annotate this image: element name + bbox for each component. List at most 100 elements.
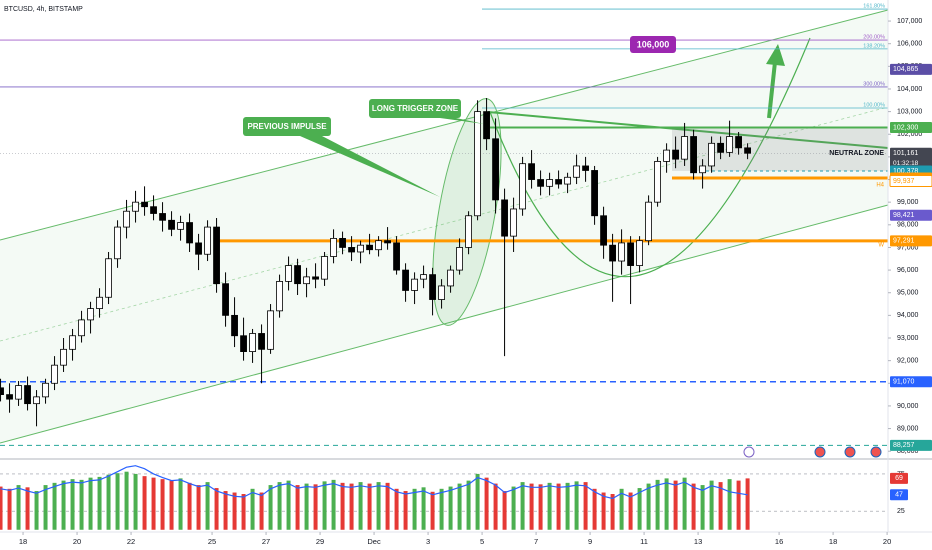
indicator-bar [286, 480, 291, 530]
indicator-bar [43, 485, 48, 530]
callout-text: PREVIOUS IMPULSE [247, 122, 327, 131]
x-tick-label: 7 [534, 537, 538, 546]
candle-body [501, 199, 508, 237]
candle-body [375, 240, 382, 251]
candle-body [141, 201, 148, 208]
indicator-bar [511, 486, 516, 530]
price-tag [890, 209, 932, 221]
indicator-bar [160, 479, 165, 530]
indicator-bar [727, 479, 732, 530]
indicator-bar [556, 483, 561, 530]
candle-body [447, 269, 454, 287]
event-icon[interactable] [743, 446, 755, 458]
indicator-bar [475, 473, 480, 530]
indicator-bar [430, 491, 435, 530]
candle-body [420, 274, 427, 280]
y-tick-label: 97,000 [897, 244, 919, 251]
candle-body [114, 226, 121, 260]
candle-body [132, 201, 139, 212]
price-tag [890, 439, 932, 451]
countdown: 01:32:18 [893, 160, 919, 167]
indicator-bar [610, 494, 615, 530]
indicator-bar [313, 484, 318, 530]
indicator-bar [466, 480, 471, 530]
indicator-bar [259, 492, 264, 530]
indicator-bar [25, 487, 30, 530]
indicator-tag [890, 472, 908, 484]
indicator-bar [124, 471, 129, 530]
fib-label: 200.00% [863, 35, 885, 41]
candle-body [204, 226, 211, 255]
target-box [630, 36, 676, 53]
indicator-bar [457, 483, 462, 530]
indicator-bar [547, 482, 552, 530]
indicator-bar [70, 479, 75, 530]
x-tick-label: 5 [480, 537, 484, 546]
indicator-bar [619, 488, 624, 530]
y-tick-label: 96,000 [897, 267, 919, 274]
indicator-bar [178, 478, 183, 530]
candle-body [735, 136, 742, 149]
candle-body [510, 208, 517, 237]
indicator-tick-label: 25 [897, 508, 905, 515]
drawings [0, 9, 889, 444]
y-tick-label: 88,000 [897, 448, 919, 455]
candle-body [0, 387, 4, 396]
price-tag-label: 104,865 [893, 66, 918, 73]
neutral-zone [672, 127, 888, 171]
event-flag[interactable] [814, 446, 826, 458]
y-tick-label: 98,000 [897, 222, 919, 229]
indicator-bar [34, 491, 39, 530]
indicator-bar [241, 494, 246, 530]
y-tick-label: 104,000 [897, 86, 922, 93]
indicator-bar [673, 480, 678, 530]
indicator-bar [16, 485, 21, 530]
indicator-bar [223, 491, 228, 530]
candle-body [465, 215, 472, 248]
indicator-bar [736, 480, 741, 530]
candle-body [546, 179, 553, 187]
y-tick-label: 90,000 [897, 403, 919, 410]
candle-body [492, 138, 499, 201]
target-text: 106,000 [637, 39, 670, 49]
indicator-bar [484, 477, 489, 530]
indicator-bar [151, 477, 156, 530]
event-flag[interactable] [870, 446, 882, 458]
candle-body [537, 179, 544, 187]
indicator-bar [367, 483, 372, 530]
candle-body [24, 385, 31, 405]
indicator-bar [232, 492, 237, 530]
x-tick-label: 3 [426, 537, 430, 546]
event-flag[interactable] [844, 446, 856, 458]
candle-body [96, 296, 103, 309]
candle-body [240, 335, 247, 352]
x-tick-label: 9 [588, 537, 592, 546]
indicator-bar [592, 488, 597, 530]
candle-body [438, 285, 445, 300]
candle-body [555, 179, 562, 185]
y-tick-label: 102,000 [897, 131, 922, 138]
indicator-bar [502, 491, 507, 530]
fib-label: 138.20% [863, 43, 885, 49]
candle-body [303, 276, 310, 285]
arrow-shaft [767, 61, 777, 119]
candle-body [231, 314, 238, 337]
candle-body [330, 237, 337, 257]
candle-body [123, 210, 130, 228]
price-tag-label: 102,300 [893, 124, 918, 131]
x-tick-label: 18 [19, 537, 27, 546]
indicator-bar [682, 477, 687, 530]
indicator-bar [250, 488, 255, 530]
y-tick-label: 107,000 [897, 18, 922, 25]
candle-body [573, 165, 580, 178]
y-tick-label: 89,000 [897, 425, 919, 432]
indicator-bar [106, 474, 111, 530]
indicator-bar [403, 491, 408, 530]
channel-fill [0, 10, 888, 443]
indicator-bar [529, 483, 534, 530]
indicator-bar [187, 482, 192, 530]
indicator-bar [142, 476, 147, 530]
indicator-bar [115, 473, 120, 530]
indicator-bar [421, 487, 426, 530]
indicator-bar [394, 488, 399, 530]
